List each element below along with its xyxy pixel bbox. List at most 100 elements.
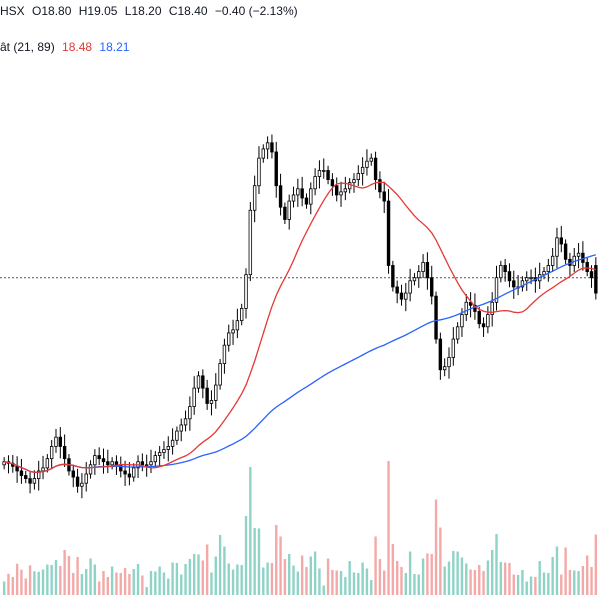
- volume-bar: [512, 574, 515, 595]
- volume-bar: [374, 536, 377, 595]
- volume-bar: [404, 573, 408, 595]
- volume-bar: [391, 544, 395, 595]
- volume-bar: [452, 551, 455, 595]
- volume-bar: [352, 572, 356, 595]
- candle-body: [110, 461, 114, 466]
- volume-bar: [348, 561, 351, 595]
- volume-bar: [503, 562, 507, 595]
- candle-body: [127, 473, 132, 478]
- candle-body: [140, 461, 145, 466]
- candle-body: [507, 271, 512, 282]
- candle-body: [563, 243, 568, 260]
- volume-bar: [11, 577, 14, 595]
- candle-body: [170, 439, 175, 447]
- candle-body: [244, 274, 248, 309]
- candle-body: [261, 148, 265, 159]
- exchange-label: HSX: [0, 4, 25, 18]
- volume-bar: [331, 570, 334, 595]
- volume-bar: [551, 557, 554, 595]
- volume-bar: [547, 573, 550, 595]
- volume-bar: [568, 570, 572, 595]
- volume-bar: [63, 550, 66, 595]
- volume-bar: [490, 550, 494, 595]
- candle-body: [438, 338, 443, 371]
- volume-bar: [227, 563, 230, 595]
- volume-bar: [15, 563, 19, 595]
- volume-bar: [72, 573, 75, 595]
- volume-bar: [534, 577, 537, 595]
- candle-body: [451, 338, 456, 358]
- volume-bar: [322, 585, 325, 595]
- volume-bar: [443, 566, 446, 595]
- volume-bar: [93, 564, 97, 595]
- ma-fast-line: [4, 181, 596, 473]
- candle-body: [326, 169, 330, 180]
- volume-bar: [115, 572, 118, 595]
- candle-body: [183, 418, 188, 426]
- volume-bar: [378, 559, 382, 595]
- volume-bar: [508, 563, 511, 595]
- candle-body: [499, 265, 503, 279]
- ma-slow-value: 18.21: [99, 40, 130, 54]
- volume-bar: [97, 581, 101, 595]
- candle-body: [19, 470, 24, 476]
- candle-body: [149, 461, 153, 466]
- volume-bar: [421, 558, 425, 595]
- volume-bar: [270, 563, 274, 595]
- volume-bar: [171, 562, 174, 595]
- volume-bar: [46, 564, 49, 595]
- candle-body: [576, 252, 581, 257]
- candle-body: [274, 151, 278, 187]
- candle-body: [356, 173, 361, 180]
- volume-bar: [205, 544, 209, 595]
- candle-body: [84, 473, 88, 484]
- volume-bar: [400, 567, 403, 595]
- candle-body: [283, 206, 287, 220]
- volume-bar: [132, 569, 135, 595]
- volume-bar: [305, 567, 308, 595]
- volume-bar: [85, 569, 88, 595]
- volume-bar: [80, 574, 84, 595]
- volume-bar: [383, 570, 386, 595]
- candle-body: [589, 271, 594, 279]
- candle-body: [399, 292, 404, 300]
- open-value: O18.80: [32, 4, 72, 18]
- volume-bar: [529, 576, 533, 595]
- candle-body: [417, 271, 421, 279]
- candle-body: [542, 271, 546, 276]
- candle-body: [481, 323, 486, 328]
- volume-bar: [236, 564, 239, 595]
- volume-bar: [106, 577, 110, 595]
- volume-bar: [361, 562, 364, 595]
- candle-body: [222, 344, 227, 365]
- candle-body: [460, 314, 464, 328]
- volume-bar: [275, 525, 278, 595]
- volume-bar: [473, 570, 477, 595]
- candle-body: [114, 461, 119, 466]
- candle-body: [97, 455, 101, 460]
- candle-body: [520, 280, 525, 288]
- volume-bar: [240, 565, 243, 595]
- candle-body: [347, 182, 352, 190]
- candle-body: [239, 307, 244, 322]
- volume-bar: [469, 569, 472, 595]
- candle-body: [555, 237, 559, 257]
- candle-body: [330, 179, 335, 187]
- volume-bar: [28, 565, 32, 595]
- volume-bar: [262, 567, 265, 595]
- candle-body: [205, 387, 209, 404]
- candle-body: [49, 445, 54, 460]
- candle-body: [503, 265, 507, 273]
- candle-body: [550, 255, 555, 266]
- candle-body: [162, 449, 166, 453]
- candle-body: [339, 191, 343, 196]
- candle-body: [304, 197, 309, 205]
- candle-body: [425, 261, 430, 279]
- volume-bar: [59, 566, 62, 595]
- candle-body: [209, 399, 214, 404]
- volume-bar: [478, 565, 481, 595]
- candle-body: [166, 445, 170, 450]
- indicator-legend[interactable]: ât (21, 89) 18.48 18.21: [0, 40, 133, 54]
- volume-bar: [76, 557, 79, 595]
